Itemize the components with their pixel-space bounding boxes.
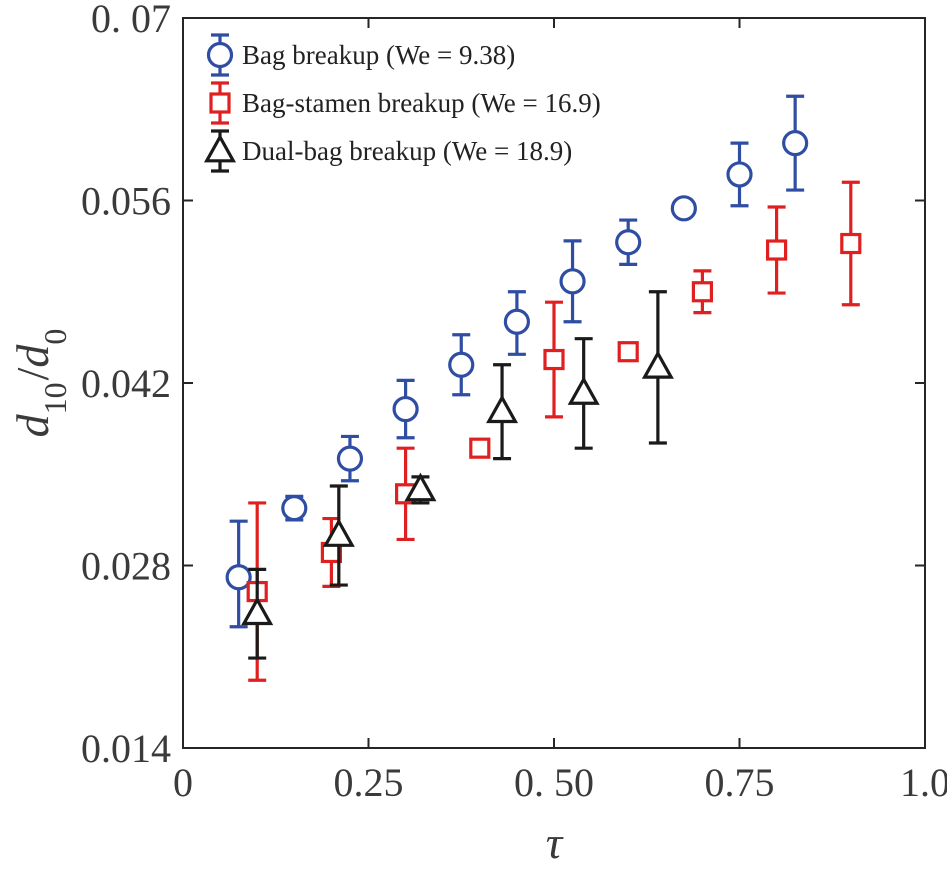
data-point: [486, 394, 519, 424]
y-title-part: 0: [37, 329, 73, 345]
y-title-part: /: [7, 367, 58, 380]
legend-marker-bg: [211, 94, 229, 112]
marker-bg: [243, 599, 271, 624]
legend-label: Bag breakup (We = 9.38): [242, 40, 515, 70]
data-point: [469, 437, 491, 459]
y-tick-label: 0.056: [81, 179, 171, 224]
y-title-part: 10: [37, 382, 73, 414]
tick-labels-layer: 0 0.25 0. 50 0.75 1.0 0.014 0.028 0.042 0.056 0. …: [81, 0, 947, 805]
marker-bg: [570, 379, 597, 404]
legend: Bag breakup (We = 9.38) Bag-stamen breaku…: [203, 33, 601, 173]
y-title-part: d: [7, 413, 58, 437]
data-point: [392, 395, 419, 423]
marker-bg: [619, 342, 638, 361]
series-layer: [225, 94, 862, 682]
marker-bg: [407, 475, 434, 500]
x-tick-label: 0.75: [705, 760, 775, 805]
data-point: [765, 239, 788, 261]
data-point: [448, 351, 475, 378]
marker-bg: [783, 131, 807, 155]
data-point: [281, 495, 308, 522]
marker-bg: [545, 350, 563, 369]
marker-bg: [394, 397, 418, 421]
data-point: [559, 268, 586, 295]
legend-marker-bg: [208, 43, 232, 67]
y-title-part: d: [7, 344, 58, 368]
marker-bg: [728, 162, 751, 186]
marker-bg: [470, 439, 489, 458]
y-tick-label: 0.014: [81, 726, 171, 771]
x-axis-title: τ: [546, 817, 564, 867]
marker-bg: [488, 397, 516, 422]
data-point: [241, 596, 274, 626]
data-point: [615, 229, 642, 256]
legend-item: Bag-stamen breakup (We = 16.9): [209, 81, 601, 125]
data-point: [840, 232, 862, 255]
marker-bg: [449, 353, 473, 377]
legend-item: Dual-bag breakup (We = 18.9): [203, 129, 572, 173]
data-point: [691, 281, 714, 303]
legend-label: Bag-stamen breakup (We = 16.9): [242, 88, 601, 118]
legend-marker-bg: [206, 137, 234, 161]
data-point: [336, 445, 364, 472]
marker-bg: [505, 310, 529, 334]
data-point: [617, 341, 639, 363]
series-circle: [225, 94, 809, 629]
marker-bg: [616, 230, 640, 254]
y-axis-title: d10/d0: [7, 329, 73, 438]
data-point: [225, 564, 252, 591]
marker-bg: [322, 543, 341, 562]
marker-bg: [693, 282, 712, 301]
ticks-layer: [182, 17, 926, 749]
marker-bg: [282, 496, 306, 520]
y-tick-label: 0.028: [81, 544, 171, 589]
y-tick-label: 0.042: [81, 361, 171, 406]
series-square: [246, 180, 862, 682]
data-point: [567, 376, 600, 405]
x-tick-label: 0: [173, 760, 193, 805]
legend-label: Dual-bag breakup (We = 18.9): [242, 136, 572, 166]
x-tick-label: 0.25: [334, 760, 404, 805]
marker-bg: [561, 269, 585, 293]
data-point: [404, 472, 437, 502]
data-point: [543, 348, 565, 371]
data-point: [726, 161, 753, 188]
legend-marker: [206, 41, 234, 69]
marker-bg: [672, 196, 696, 220]
x-tick-label: 1.0: [900, 760, 947, 805]
marker-bg: [325, 521, 353, 546]
marker-bg: [227, 565, 251, 589]
data-point: [670, 195, 697, 222]
marker-bg: [841, 234, 860, 253]
data-point: [322, 518, 355, 547]
legend-marker: [203, 133, 237, 163]
data-point: [503, 308, 531, 335]
legend-item: Bag breakup (We = 9.38): [206, 33, 515, 77]
data-point: [641, 350, 674, 379]
marker-bg: [767, 241, 786, 260]
marker-bg: [338, 447, 362, 471]
x-tick-label: 0. 50: [514, 760, 594, 805]
y-tick-label: 0. 07: [91, 0, 171, 41]
data-point: [782, 130, 809, 157]
marker-bg: [644, 353, 672, 378]
series-triangle: [241, 290, 674, 660]
legend-marker: [209, 92, 231, 114]
